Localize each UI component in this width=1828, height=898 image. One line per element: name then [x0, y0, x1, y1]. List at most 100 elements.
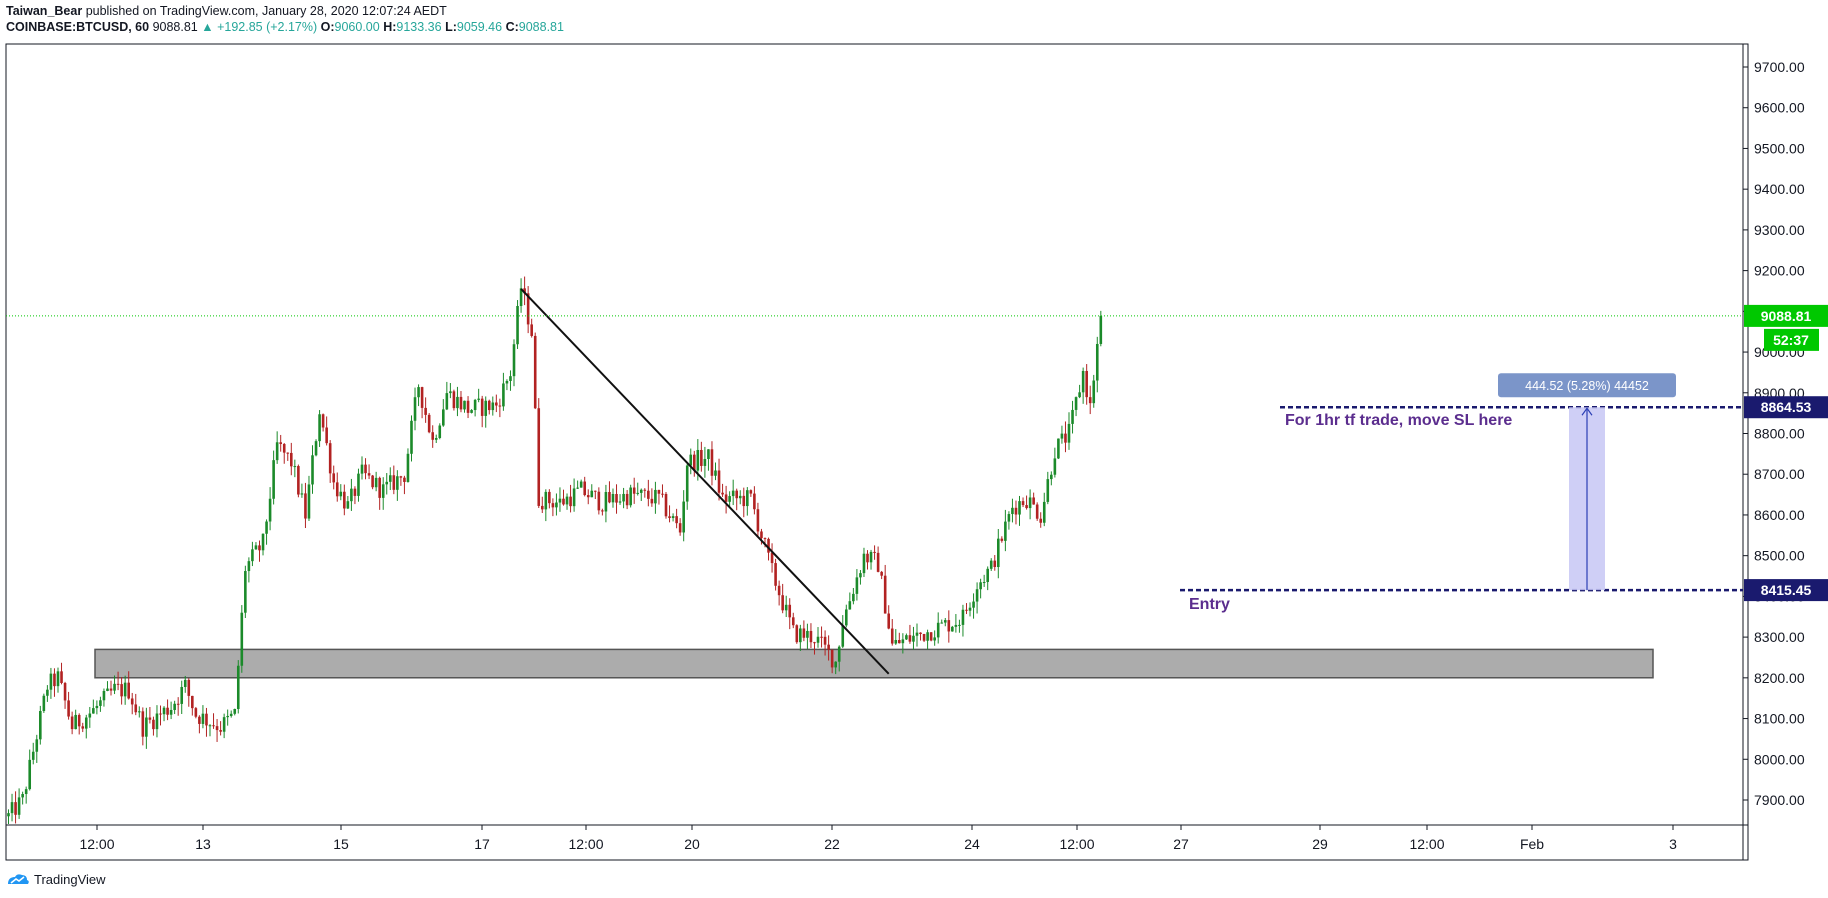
candle — [215, 719, 219, 742]
candle — [714, 462, 717, 481]
author-name[interactable]: Taiwan_Bear — [6, 4, 83, 18]
tradingview-footer[interactable]: TradingView — [6, 869, 106, 889]
zone-rect[interactable] — [94, 648, 1654, 679]
candle — [597, 487, 601, 515]
candle-body — [311, 455, 314, 485]
candle — [791, 612, 795, 629]
candle-body — [275, 442, 279, 461]
candle — [198, 715, 201, 734]
candle-body — [134, 704, 138, 713]
candle-body — [661, 493, 664, 495]
candle — [1021, 497, 1025, 508]
candle — [933, 630, 936, 646]
candle — [958, 619, 961, 633]
candle-body — [735, 490, 739, 499]
candle-body — [894, 640, 898, 644]
candle — [35, 734, 39, 763]
candle — [795, 624, 799, 644]
candle-body — [46, 689, 49, 696]
candle — [297, 464, 300, 498]
candle — [692, 450, 696, 477]
measure-label-box — [1498, 373, 1676, 398]
drawings[interactable]: 9088.81 52:37 8864.53 For 1hr tf trade, mov… — [6, 288, 1828, 675]
candle-body — [1004, 521, 1007, 541]
candle — [657, 489, 661, 505]
candle — [162, 706, 166, 722]
candle-body — [233, 708, 237, 714]
candle-body — [643, 489, 647, 491]
candle-body — [890, 628, 894, 644]
candle — [191, 695, 194, 716]
x-tick-label: 22 — [824, 836, 840, 852]
candle — [159, 705, 162, 726]
candle-body — [1000, 538, 1004, 541]
candle-body — [590, 490, 594, 498]
candle — [109, 680, 113, 696]
trendline[interactable] — [520, 288, 890, 675]
candle — [169, 701, 173, 720]
candle — [318, 410, 321, 447]
x-tick-label: 12:00 — [79, 836, 114, 852]
candle — [540, 496, 544, 514]
candle — [731, 479, 735, 506]
candle-body — [399, 476, 403, 478]
candle-body — [502, 383, 505, 407]
candle-body — [1032, 497, 1035, 505]
candle-body — [392, 475, 396, 490]
candle — [456, 386, 459, 417]
candle — [1042, 492, 1046, 527]
candle — [371, 474, 374, 490]
candle-body — [14, 802, 17, 815]
candle-body — [979, 582, 982, 590]
candle — [495, 394, 498, 413]
candle — [229, 710, 233, 718]
candle — [661, 484, 664, 498]
candle-body — [350, 488, 353, 502]
candle-body — [586, 495, 590, 498]
candle-body — [173, 703, 176, 710]
price-axis[interactable]: 9700.00 9600.00 9500.00 9400.00 9300.00 9200.… — [1743, 59, 1805, 808]
y-tick-label: 8300.00 — [1754, 629, 1805, 645]
candle-body — [830, 649, 834, 668]
candle-body — [905, 635, 908, 640]
candle — [862, 547, 866, 577]
candle-body — [608, 492, 611, 503]
candle — [654, 481, 657, 514]
candle-body — [159, 713, 162, 715]
candle — [219, 721, 222, 736]
candle — [671, 513, 675, 522]
candle-body — [827, 644, 830, 650]
candle — [558, 487, 562, 512]
candle-body — [770, 552, 774, 564]
candle — [827, 635, 830, 661]
candle-body — [102, 690, 106, 701]
candle — [1025, 495, 1028, 510]
candle — [876, 546, 880, 573]
candle — [137, 706, 141, 718]
candle — [1014, 500, 1018, 525]
candle — [88, 706, 92, 728]
candle — [244, 565, 247, 619]
candle — [943, 617, 947, 627]
candle — [180, 680, 184, 715]
candle-body — [205, 713, 208, 726]
candle-body — [639, 489, 643, 493]
candle — [682, 490, 685, 542]
candle-body — [130, 698, 134, 705]
time-axis[interactable]: 12:00 13 15 17 12:00 20 22 24 12:00 27 29 12:00 Feb 3 — [79, 825, 1677, 852]
candle-body — [844, 609, 848, 626]
x-tick-label: 15 — [333, 836, 349, 852]
candle-body — [445, 393, 449, 410]
candle-body — [912, 635, 915, 642]
x-tick-label: 13 — [195, 836, 211, 852]
candle — [410, 415, 413, 462]
candle-body — [304, 493, 307, 519]
level-tag — [1744, 579, 1828, 602]
candle — [1085, 364, 1088, 405]
candle — [530, 318, 533, 338]
support-zone[interactable] — [94, 648, 1654, 679]
candle — [74, 709, 77, 730]
candle-body — [314, 441, 318, 456]
candle — [413, 387, 417, 431]
